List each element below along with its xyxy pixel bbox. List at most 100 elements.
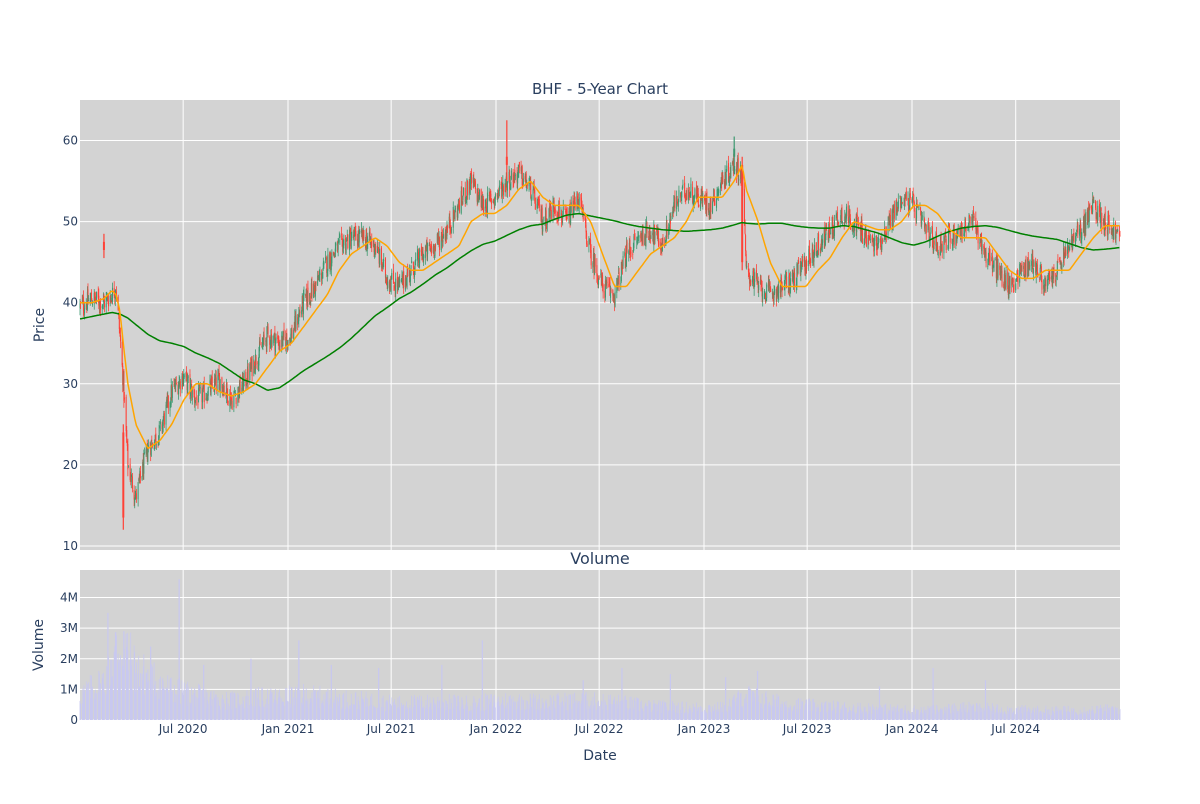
volume-bar [172, 690, 173, 720]
price-candle [810, 258, 811, 268]
price-candle-body [766, 284, 767, 297]
price-candle-body [172, 387, 173, 398]
price-candle-body [1081, 232, 1082, 238]
price-candle [902, 202, 903, 205]
price-candle-body [806, 259, 807, 269]
price-candle-body [620, 283, 621, 284]
price-candle [874, 231, 875, 256]
volume-bar [156, 692, 157, 720]
price-candle [228, 401, 229, 406]
volume-bar [702, 711, 703, 720]
volume-bar [782, 704, 783, 720]
volume-bar [730, 707, 731, 720]
price-candle [814, 238, 815, 258]
price-candle-body [1089, 206, 1090, 208]
volume-bar [128, 670, 129, 720]
volume-bar [687, 712, 688, 720]
volume-bar [814, 702, 815, 720]
price-candle-body [1006, 273, 1007, 287]
price-candle-body [355, 231, 356, 241]
price-candle-body [603, 285, 604, 292]
price-candle [495, 192, 496, 205]
volume-bar [886, 714, 887, 720]
price-candle [284, 323, 285, 341]
price-candle-body [351, 232, 352, 239]
price-candle-body [998, 265, 999, 277]
price-candle [906, 187, 907, 201]
volume-bar [347, 708, 348, 720]
volume-bar [679, 714, 680, 720]
price-candle-body [383, 260, 384, 261]
price-candle-body [737, 167, 738, 173]
price-candle-body [427, 243, 428, 254]
volume-bar [264, 707, 265, 720]
volume-bar [663, 700, 664, 720]
price-candle-body [1061, 264, 1062, 269]
price-candle [338, 238, 339, 243]
price-candle-body [124, 398, 125, 400]
price-candle-body [126, 430, 127, 442]
volume-bar [746, 703, 747, 720]
price-candle-body [347, 235, 348, 248]
price-candle-body [1117, 230, 1118, 231]
price-candle-body [224, 386, 225, 393]
price-candle-body [1085, 212, 1086, 229]
volume-bar [690, 709, 691, 720]
volume-bar [200, 687, 201, 720]
volume-bar [196, 697, 197, 720]
price-candle [910, 188, 911, 200]
price-candle [1057, 254, 1058, 263]
volume-bar [407, 707, 408, 720]
volume-bar [232, 691, 233, 720]
price-candle [595, 254, 596, 273]
price-candle [1101, 207, 1102, 213]
price-candle [100, 298, 101, 316]
price-candle-body [483, 199, 484, 213]
volume-bar [866, 711, 867, 720]
volume-bar [559, 705, 560, 720]
volume-bar [252, 706, 253, 720]
price-candle [202, 390, 203, 410]
volume-bar [212, 699, 213, 720]
volume-bar [754, 698, 755, 720]
volume-bar [88, 682, 89, 720]
price-candle [822, 234, 823, 252]
volume-bar [288, 701, 289, 720]
volume-bar [443, 702, 444, 720]
volume-bar [507, 703, 508, 720]
price-candle [399, 274, 400, 287]
price-candle [1093, 197, 1094, 203]
volume-bar [435, 705, 436, 720]
price-candle-body [762, 293, 763, 299]
price-candle [710, 197, 711, 219]
price-candle [866, 231, 867, 248]
price-candle [307, 281, 308, 308]
price-candle [802, 254, 803, 267]
volume-bar [419, 695, 420, 720]
price-candle-body [658, 241, 659, 245]
volume-bar [854, 712, 855, 720]
price-candle-body [810, 259, 811, 263]
price-candle [515, 173, 516, 180]
price-candle-body [134, 499, 135, 502]
price-candle [124, 392, 125, 403]
price-candle-body [192, 389, 193, 400]
volume-bar [92, 687, 93, 720]
price-candle [231, 400, 232, 409]
price-candle-body [670, 216, 671, 221]
volume-bar [479, 698, 480, 720]
price-candle [647, 221, 648, 237]
volume-bar [296, 698, 297, 720]
price-candle-body [756, 270, 757, 279]
price-candle [151, 440, 152, 457]
price-candle-body [443, 234, 444, 238]
volume-bar [395, 705, 396, 720]
price-y-tick-40: 40 [63, 296, 78, 310]
price-candle [88, 295, 89, 301]
volume-bar [411, 696, 412, 720]
price-candle [451, 227, 452, 234]
price-candle-body [982, 244, 983, 251]
price-candle-body [710, 197, 711, 212]
price-candle-body [176, 383, 177, 384]
price-candle-body [423, 255, 424, 260]
